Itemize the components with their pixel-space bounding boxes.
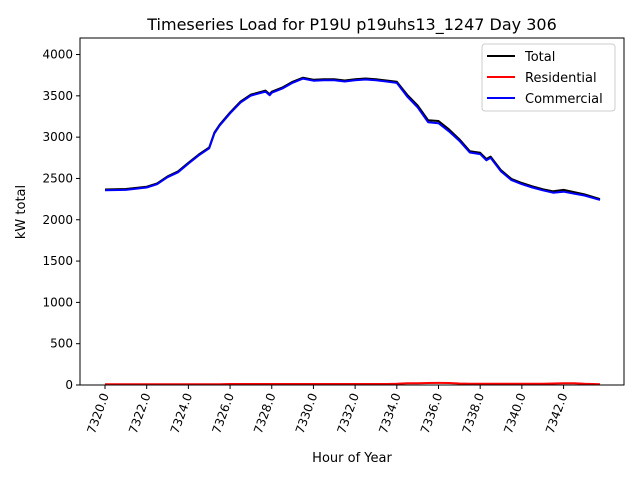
legend-box [481, 43, 616, 112]
legend-label-commercial: Commercial [525, 92, 603, 107]
x-tick-label: 7336.0 [418, 391, 446, 435]
x-tick-label: 7326.0 [209, 391, 237, 435]
x-tick-label: 7324.0 [168, 391, 196, 435]
x-tick-label: 7330.0 [293, 391, 321, 435]
y-tick-label: 500 [50, 337, 73, 351]
y-tick-label: 1000 [42, 295, 73, 309]
y-tick-label: 0 [65, 378, 73, 392]
x-axis-label: Hour of Year [312, 451, 392, 466]
x-tick-label: 7338.0 [459, 391, 487, 435]
y-tick-label: 4000 [42, 48, 73, 62]
x-tick-label: 7322.0 [126, 391, 154, 435]
y-tick-label: 2000 [42, 213, 73, 227]
x-tick-label: 7334.0 [376, 391, 404, 435]
chart-title: Timeseries Load for P19U p19uhs13_1247 D… [146, 15, 557, 35]
x-tick-label: 7332.0 [334, 391, 362, 435]
series-line-commercial [104, 77, 601, 201]
x-tick-label: 7340.0 [501, 391, 529, 435]
series-line-residential [105, 381, 601, 386]
y-tick-label: 3000 [42, 130, 73, 144]
legend-label-residential: Residential [525, 71, 597, 86]
legend-label-total: Total [524, 50, 555, 65]
plot-frame [79, 37, 625, 386]
x-tick-label: 7320.0 [84, 391, 112, 435]
y-axis-label: kW total [14, 185, 29, 239]
x-tick-label: 7328.0 [251, 391, 279, 435]
y-tick-label: 2500 [42, 171, 73, 185]
legend: Total Residential Commercial [481, 43, 616, 112]
y-tick-label: 3500 [42, 89, 73, 103]
x-tick-label: 7342.0 [543, 391, 571, 435]
y-tick-label: 1500 [42, 254, 73, 268]
